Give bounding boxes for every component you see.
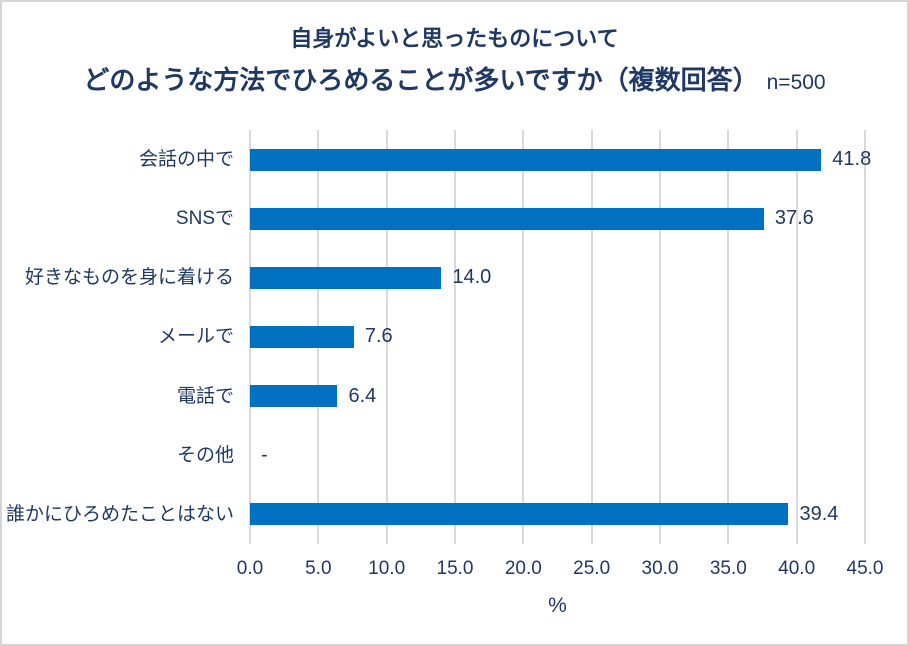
category-label: 好きなものを身に着ける [24, 267, 234, 289]
chart-title-line2: どのような方法でひろめることが多いですか（複数回答） [83, 65, 759, 95]
x-axis-tick-label: 5.0 [305, 558, 332, 579]
x-axis-tick-label: 0.0 [236, 558, 264, 579]
bar [250, 266, 442, 289]
category-label: 会話の中で [138, 149, 234, 170]
value-label: 37.6 [774, 207, 814, 230]
gridline [727, 130, 730, 544]
gridline [385, 130, 388, 544]
bar [250, 148, 822, 171]
gridline [522, 130, 525, 544]
category-label: SNSで [175, 208, 234, 230]
gridline [864, 130, 866, 544]
bar [250, 503, 789, 526]
x-axis-tick-label: 10.0 [368, 558, 406, 579]
gridline [659, 130, 661, 544]
gridline [590, 130, 593, 544]
x-axis-tick-label: 30.0 [641, 558, 679, 579]
x-axis-title: % [548, 594, 567, 617]
bar [250, 207, 764, 230]
x-axis-tick-label: 40.0 [778, 558, 816, 579]
value-label: - [261, 443, 268, 466]
gridline [454, 130, 456, 544]
value-label: 7.6 [364, 325, 393, 348]
gridline [795, 130, 798, 544]
chart-title-block: 自身がよいと思ったものについて どのような方法でひろめることが多いですか（複数回… [2, 21, 907, 97]
value-label: 39.4 [799, 502, 839, 525]
category-label: その他 [176, 444, 234, 466]
value-label: 6.4 [348, 384, 377, 407]
sample-size-label: n=500 [766, 71, 826, 94]
x-axis-tick-label: 45.0 [846, 558, 884, 579]
chart-title-line2-wrap: どのような方法でひろめることが多いですか（複数回答） n=500 [2, 60, 907, 97]
chart-title-line1: 自身がよいと思ったものについて [290, 26, 619, 51]
bar [250, 326, 354, 348]
category-label: 誰かにひろめたことはない [5, 503, 234, 525]
bar [250, 385, 338, 408]
x-axis-tick-label: 25.0 [573, 558, 611, 579]
x-axis-tick-label: 20.0 [504, 558, 542, 579]
category-label: 電話で [176, 385, 234, 407]
category-label: メールで [157, 326, 234, 348]
x-axis-tick-label: 15.0 [436, 558, 474, 579]
value-label: 41.8 [832, 148, 872, 170]
value-label: 14.0 [452, 266, 492, 289]
x-axis-tick-label: 35.0 [709, 558, 747, 579]
